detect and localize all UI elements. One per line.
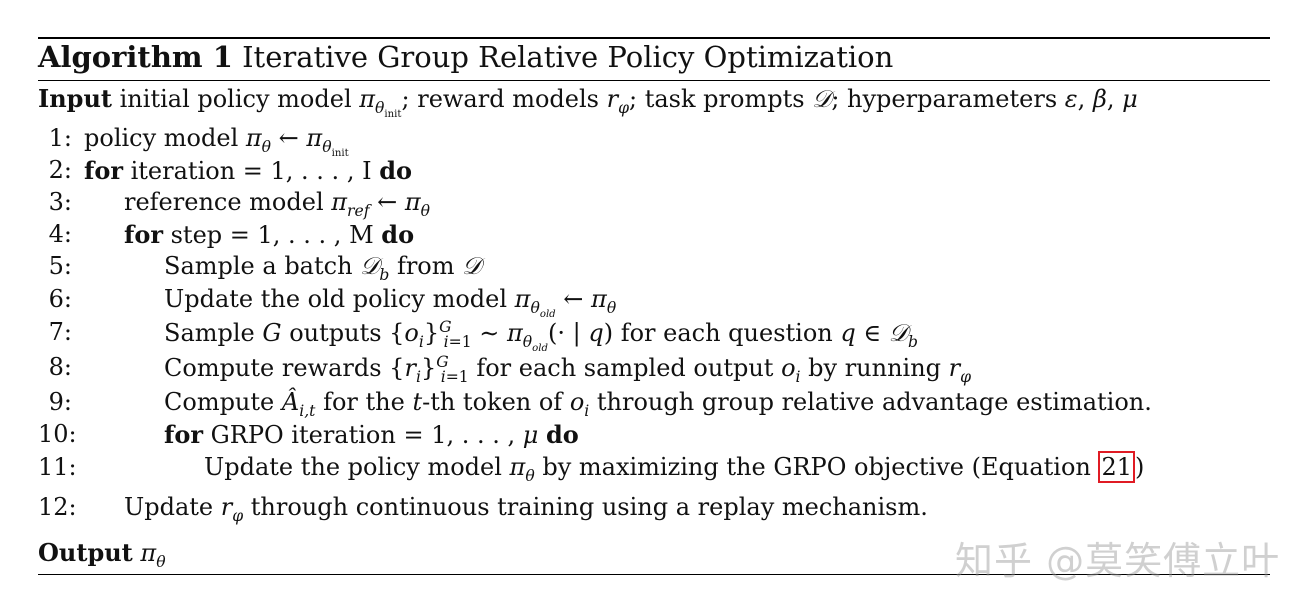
line-number: 11: <box>38 453 77 481</box>
line-text: Update the policy model πθ by maximizing… <box>204 451 1145 485</box>
line-text: Sample G outputs {oi}Gi=1 ∼ πθold(· | q)… <box>164 318 918 354</box>
line-text: for step = 1, . . . , M do <box>124 220 415 249</box>
equation-link[interactable]: 21 <box>1098 451 1136 483</box>
line-text: for iteration = 1, . . . , I do <box>84 156 412 185</box>
output-line: Output πθ <box>38 538 166 571</box>
line-number: 4: <box>48 220 72 248</box>
watermark: 知乎 @莫笑傅立叶 <box>955 539 1281 583</box>
line-text: policy model πθ ← πθinit <box>84 124 349 159</box>
line-number: 7: <box>48 318 72 346</box>
line-text: Update the old policy model πθold ← πθ <box>164 285 617 320</box>
line-number: 5: <box>48 252 72 280</box>
input-line: Input initial policy model πθinit; rewar… <box>38 84 1138 120</box>
line-text: for GRPO iteration = 1, . . . , μ do <box>164 420 579 449</box>
algorithm-label: Algorithm 1 <box>38 40 233 74</box>
algorithm-name: Iterative Group Relative Policy Optimiza… <box>242 40 894 74</box>
line-text: Update rφ through continuous training us… <box>124 493 928 525</box>
line-text: Sample a batch 𝒟b from 𝒟 <box>164 252 482 284</box>
input-label: Input <box>38 84 112 113</box>
line-number: 1: <box>48 124 72 152</box>
algorithm-title: Algorithm 1 Iterative Group Relative Pol… <box>38 40 893 74</box>
line-number: 9: <box>48 388 72 416</box>
bottom-rule <box>38 574 1270 575</box>
line-number: 12: <box>38 493 77 521</box>
line-number: 2: <box>48 156 72 184</box>
line-text: reference model πref ← πθ <box>124 188 431 220</box>
output-label: Output <box>38 538 133 567</box>
top-rule <box>38 37 1270 39</box>
line-text: Compute Âi,t for the t-th token of oi th… <box>164 388 1152 420</box>
line-number: 3: <box>48 188 72 216</box>
line-number: 10: <box>38 420 77 448</box>
line-number: 8: <box>48 353 72 381</box>
line-text: Compute rewards {ri}Gi=1 for each sample… <box>164 353 972 386</box>
header-rule <box>38 80 1270 81</box>
line-number: 6: <box>48 285 72 313</box>
